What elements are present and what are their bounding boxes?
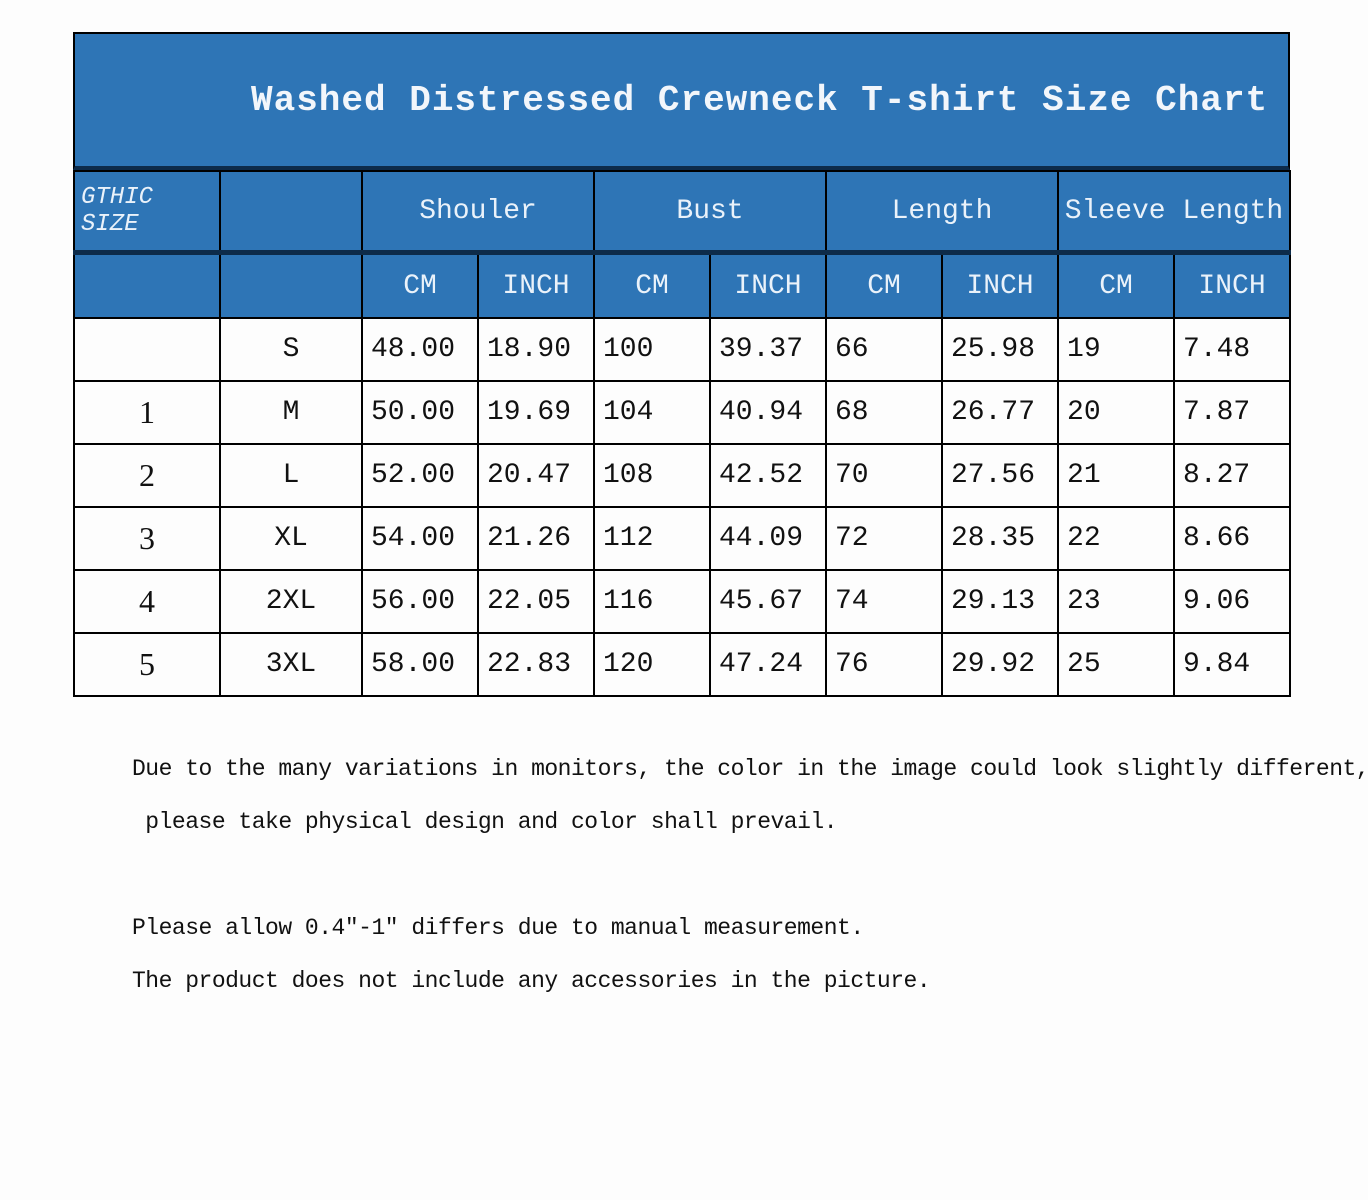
row-index: 4: [73, 569, 221, 634]
value-cell: 120: [593, 632, 711, 697]
value-cell: 21.26: [477, 506, 595, 571]
empty-header-cell: [73, 251, 221, 319]
value-cell: 112: [593, 506, 711, 571]
note-line: Please allow 0.4"-1" differs due to manu…: [132, 915, 864, 941]
chart-title: Washed Distressed Crewneck T-shirt Size …: [73, 32, 1290, 170]
value-cell: 9.84: [1173, 632, 1292, 697]
unit-header: CM: [361, 251, 479, 319]
value-cell: 72: [825, 506, 943, 571]
value-cell: 9.06: [1173, 569, 1292, 634]
value-cell: 116: [593, 569, 711, 634]
value-cell: 48.00: [361, 317, 479, 382]
value-cell: 19.69: [477, 380, 595, 445]
value-cell: 68: [825, 380, 943, 445]
size-cell: L: [219, 443, 363, 508]
value-cell: 22.83: [477, 632, 595, 697]
value-cell: 25: [1057, 632, 1176, 697]
value-cell: 27.56: [940, 443, 1060, 508]
value-cell: 50.00: [361, 380, 479, 445]
value-cell: 47.24: [709, 632, 827, 697]
value-cell: 25.98: [940, 317, 1060, 382]
unit-header: CM: [593, 251, 711, 319]
value-cell: 7.48: [1173, 317, 1292, 382]
note-line: [132, 858, 1368, 911]
value-cell: 66: [825, 317, 943, 382]
value-cell: 23: [1057, 569, 1176, 634]
note-line: The product does not include any accesso…: [132, 968, 931, 994]
size-table: GTHIC SIZE Shouler Bust Length Sleeve Le…: [73, 170, 1292, 697]
value-cell: 26.77: [940, 380, 1060, 445]
value-cell: 42.52: [709, 443, 827, 508]
row-index: 2: [73, 443, 221, 508]
table-row: 5 3XL 58.00 22.83 120 47.24 76 29.92 25 9.84: [73, 632, 1292, 697]
note-line: please take physical design and color sh…: [132, 809, 838, 835]
row-index: 3: [73, 506, 221, 571]
value-cell: 21: [1057, 443, 1176, 508]
value-cell: 19: [1057, 317, 1176, 382]
value-cell: 29.13: [940, 569, 1060, 634]
value-cell: 44.09: [709, 506, 827, 571]
value-cell: 7.87: [1173, 380, 1292, 445]
unit-header: CM: [1057, 251, 1176, 319]
empty-header-cell: [219, 170, 363, 255]
size-cell: M: [219, 380, 363, 445]
value-cell: 52.00: [361, 443, 479, 508]
brand-label: GTHIC SIZE: [73, 170, 221, 255]
group-sleeve-length: Sleeve Length: [1057, 170, 1292, 255]
unit-header: INCH: [709, 251, 827, 319]
value-cell: 58.00: [361, 632, 479, 697]
row-index: [73, 317, 221, 382]
table-row: S 48.00 18.90 100 39.37 66 25.98 19 7.48: [73, 317, 1292, 382]
unit-header: INCH: [477, 251, 595, 319]
value-cell: 28.35: [940, 506, 1060, 571]
value-cell: 8.27: [1173, 443, 1292, 508]
value-cell: 45.67: [709, 569, 827, 634]
row-index: 1: [73, 380, 221, 445]
value-cell: 56.00: [361, 569, 479, 634]
unit-header: INCH: [1173, 251, 1292, 319]
size-cell: XL: [219, 506, 363, 571]
value-cell: 104: [593, 380, 711, 445]
value-cell: 22.05: [477, 569, 595, 634]
value-cell: 8.66: [1173, 506, 1292, 571]
value-cell: 20: [1057, 380, 1176, 445]
value-cell: 20.47: [477, 443, 595, 508]
unit-header-row: CM INCH CM INCH CM INCH CM INCH: [73, 251, 1292, 319]
group-header-row: GTHIC SIZE Shouler Bust Length Sleeve Le…: [73, 170, 1292, 255]
value-cell: 70: [825, 443, 943, 508]
size-cell: 3XL: [219, 632, 363, 697]
value-cell: 100: [593, 317, 711, 382]
value-cell: 22: [1057, 506, 1176, 571]
value-cell: 39.37: [709, 317, 827, 382]
unit-header: CM: [825, 251, 943, 319]
value-cell: 40.94: [709, 380, 827, 445]
value-cell: 29.92: [940, 632, 1060, 697]
size-cell: S: [219, 317, 363, 382]
row-index: 5: [73, 632, 221, 697]
table-row: 2 L 52.00 20.47 108 42.52 70 27.56 21 8.27: [73, 443, 1292, 508]
value-cell: 54.00: [361, 506, 479, 571]
group-length: Length: [824, 170, 1060, 255]
group-shoulder: Shouler: [361, 170, 595, 255]
empty-header-cell: [219, 251, 363, 319]
value-cell: 108: [593, 443, 711, 508]
size-chart: Washed Distressed Crewneck T-shirt Size …: [73, 32, 1292, 697]
table-row: 1 M 50.00 19.69 104 40.94 68 26.77 20 7.87: [73, 380, 1292, 445]
value-cell: 74: [825, 569, 943, 634]
notes: Due to the many variations in monitors, …: [132, 752, 1368, 1017]
group-bust: Bust: [593, 170, 827, 255]
note-line: Due to the many variations in monitors, …: [132, 756, 1368, 782]
unit-header: INCH: [940, 251, 1060, 319]
table-row: 4 2XL 56.00 22.05 116 45.67 74 29.13 23 9.06: [73, 569, 1292, 634]
size-cell: 2XL: [219, 569, 363, 634]
table-row: 3 XL 54.00 21.26 112 44.09 72 28.35 22 8.66: [73, 506, 1292, 571]
value-cell: 18.90: [477, 317, 595, 382]
value-cell: 76: [825, 632, 943, 697]
